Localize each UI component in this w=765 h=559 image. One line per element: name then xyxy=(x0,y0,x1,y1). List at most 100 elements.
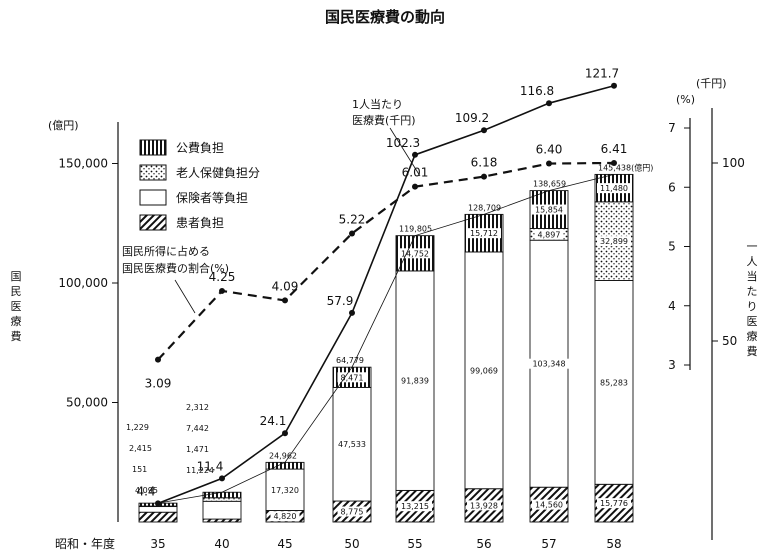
percent-point xyxy=(546,160,552,167)
left-axis-tick-label: 150,000 xyxy=(58,157,108,171)
bar-segment-label: 15,776 xyxy=(600,499,628,508)
bar-total-label: 64,779 xyxy=(336,356,364,365)
legend-label: 保険者等負担 xyxy=(176,191,248,205)
bar-segment-label: 17,320 xyxy=(271,486,299,495)
chart-title: 国民医療費の動向 xyxy=(325,8,445,26)
per-capita-axis-tick-label: 100 xyxy=(722,156,745,170)
legend-label: 老人保健負担分 xyxy=(176,166,260,180)
percent-point-label: 6.01 xyxy=(402,166,429,180)
x-axis-tick-label: 55 xyxy=(407,537,422,551)
left-axis-tick-label: 50,000 xyxy=(66,396,108,410)
legend-label: 患者負担 xyxy=(176,216,224,230)
bar-segment-label-bg xyxy=(268,484,302,495)
percent-point-label: 6.18 xyxy=(471,156,498,170)
x-axis-tick-label: 35 xyxy=(150,537,165,551)
svg-text:一: 一 xyxy=(747,240,758,253)
x-axis-tick-label: 56 xyxy=(476,537,491,551)
bar-segment-label-bg xyxy=(398,501,432,512)
svg-text:費: 費 xyxy=(11,329,22,343)
bar-total-label: 24,962 xyxy=(269,451,297,460)
x-axis-tick-label: 57 xyxy=(541,537,556,551)
x-axis-prefix: 昭和・年度 xyxy=(55,536,115,551)
legend-swatch xyxy=(139,139,167,156)
bar-segment-label: 4,095 xyxy=(135,486,158,495)
bar-segment-label-bg xyxy=(337,506,367,517)
bar-segment-label: 47,533 xyxy=(338,440,366,449)
percent-axis-tick-label: 5 xyxy=(668,240,676,254)
bar-segment-label: 85,283 xyxy=(600,378,628,387)
bar-segment-label: 103,348 xyxy=(532,360,565,369)
percent-line xyxy=(157,161,615,361)
bar-segment-label: 11,224 xyxy=(186,466,214,475)
legend-swatch xyxy=(139,164,167,181)
percent-point xyxy=(481,173,487,180)
per-capita-axis-tick-label: 50 xyxy=(722,334,737,348)
bar-segment-label: 11,480 xyxy=(600,184,628,193)
bar-segment-label: 8,775 xyxy=(341,508,364,517)
bar-segment-label-bg xyxy=(532,499,566,510)
percent-point-label: 4.09 xyxy=(272,279,299,293)
svg-text:療: 療 xyxy=(11,314,22,328)
bar-segment xyxy=(265,461,305,470)
percent-point-label: 6.41 xyxy=(601,142,628,156)
svg-text:当: 当 xyxy=(747,269,758,283)
per-capita-point xyxy=(282,430,288,437)
svg-text:民: 民 xyxy=(11,285,22,298)
bar-segment-label-bg xyxy=(597,498,631,509)
per-capita-point-label: 109.2 xyxy=(455,111,489,125)
svg-text:療: 療 xyxy=(747,329,758,343)
percent-point-label: 6.40 xyxy=(536,143,563,157)
per-capita-point xyxy=(611,82,617,89)
legend-swatch xyxy=(139,214,167,231)
left-axis-unit: (億円) xyxy=(48,119,79,132)
bar-stack: 14,560 103,348 4,897 15,854 138,659 xyxy=(529,180,569,523)
svg-text:国: 国 xyxy=(11,270,22,283)
bar-segment-label-bg xyxy=(270,511,300,522)
bar-segment-label: 1,229 xyxy=(126,423,149,432)
bar-segment-label: 99,069 xyxy=(470,366,498,375)
per-capita-point-label: 116.8 xyxy=(520,84,554,98)
percent-axis-tick-label: 6 xyxy=(668,180,676,194)
per-capita-annotation: 1人当たり 医療費(千円) xyxy=(352,97,421,177)
percent-point xyxy=(611,159,617,166)
bar-stack: 13,215 91,839 14,752 119,805 xyxy=(395,225,435,523)
svg-text:費: 費 xyxy=(747,344,758,358)
bar-stack: 8,775 47,533 8,471 64,779 xyxy=(332,356,372,523)
bar-segment-label: 4,897 xyxy=(538,230,561,239)
percent-point xyxy=(282,297,288,304)
per-capita-point xyxy=(219,475,225,482)
percent-annotation: 国民所得に占める 国民医療費の割合(%) xyxy=(122,244,229,314)
percent-point xyxy=(349,230,355,237)
bar-stack: 4,820 17,320 24,962 xyxy=(265,451,305,523)
bar-segment-label-bg xyxy=(335,439,369,450)
bar-total-label: 138,659 xyxy=(533,180,566,189)
bar-segment-label-bg xyxy=(467,365,501,376)
bar-segment-label: 32,899 xyxy=(600,237,628,246)
svg-text:医: 医 xyxy=(747,315,758,328)
bar-stack: 13,928 99,069 15,712 128,709 xyxy=(464,203,504,523)
per-capita-point xyxy=(349,309,355,316)
legend-label: 公費負担 xyxy=(176,140,224,155)
x-axis-tick-label: 58 xyxy=(606,537,621,551)
percent-point xyxy=(219,287,225,294)
bar-segment xyxy=(138,505,178,513)
svg-text:人: 人 xyxy=(747,255,758,268)
bar-segment-label-bg xyxy=(597,377,631,388)
bar-stack: 15,776 85,283 32,899 11,480 145,438(億円) xyxy=(594,162,653,523)
bar-segment-label: 13,215 xyxy=(401,502,429,511)
percent-point-label: 3.09 xyxy=(145,377,172,391)
bar-segment-label-bg xyxy=(398,248,432,259)
svg-text:り: り xyxy=(747,300,758,313)
bar-segment-label: 14,560 xyxy=(535,501,563,510)
legend-swatch xyxy=(139,189,167,206)
bar-segment-label-bg xyxy=(597,183,631,194)
bar-segment-label: 1,471 xyxy=(186,445,209,454)
bar-segment-label-bg xyxy=(532,204,566,215)
left-axis-label: 国民医療費 xyxy=(11,270,22,343)
percent-axis-tick-label: 7 xyxy=(668,121,676,135)
per-capita-point-label: 24.1 xyxy=(260,414,287,428)
bar-total-label: 119,805 xyxy=(399,225,432,234)
per-capita-point-label: 121.7 xyxy=(585,67,619,81)
